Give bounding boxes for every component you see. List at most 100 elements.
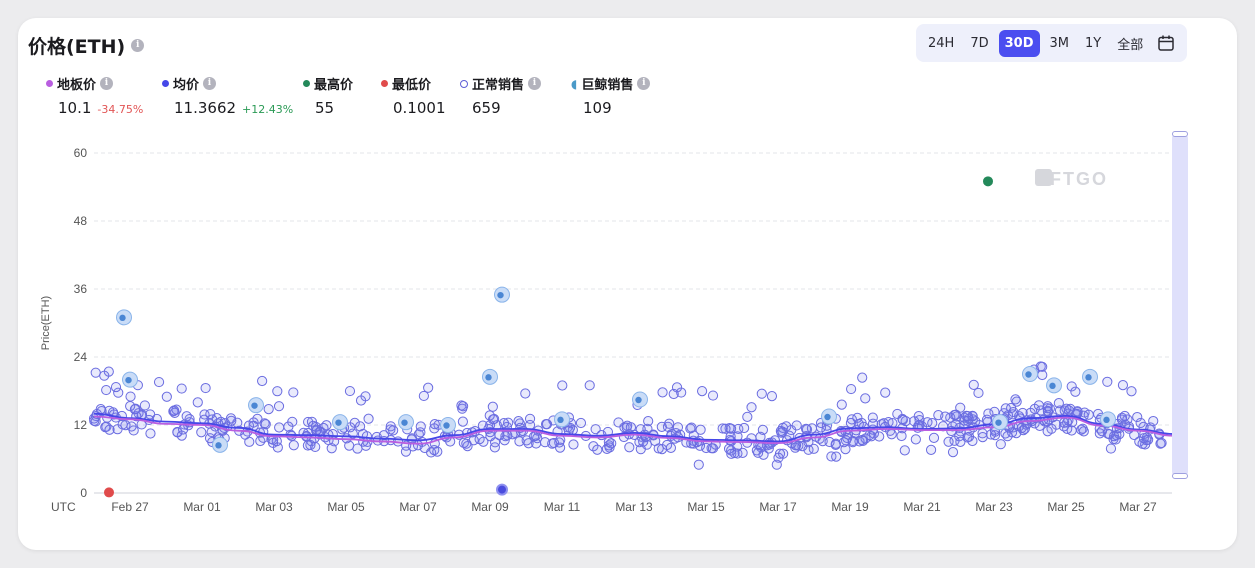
normal-sale-point	[950, 409, 961, 420]
normal-sale-point	[1058, 421, 1069, 432]
normal-sale-point	[860, 393, 871, 404]
normal-sale-point	[360, 391, 371, 402]
normal-sale-point	[257, 375, 268, 387]
zoom-handle-bottom[interactable]	[1172, 473, 1188, 479]
whale-icon	[251, 402, 258, 409]
normal-sale-point	[205, 408, 216, 420]
calendar-icon[interactable]	[1157, 34, 1175, 52]
normal-sale-point	[1070, 386, 1081, 397]
whale-icon	[485, 374, 492, 381]
normal-sale-point	[773, 452, 784, 463]
normal-sale-point	[592, 444, 603, 455]
normal-sale-point	[1059, 417, 1070, 428]
normal-sale-point	[846, 383, 857, 395]
range-3m[interactable]: 3M	[1049, 35, 1070, 51]
zoom-scrollbar[interactable]	[1172, 131, 1188, 479]
x-axis-prefix: UTC	[51, 500, 76, 514]
x-tick-label: Feb 27	[111, 500, 149, 514]
normal-sale-point	[800, 423, 812, 434]
normal-sale-point	[766, 391, 778, 402]
normal-sale-point	[344, 385, 356, 397]
normal-sale-point	[685, 423, 696, 434]
info-icon[interactable]: i	[528, 77, 542, 90]
x-tick-label: Mar 25	[1047, 500, 1085, 514]
range-all[interactable]: 全部	[1117, 37, 1144, 53]
normal-sale-point	[954, 431, 965, 442]
normal-sale-point	[824, 436, 835, 448]
normal-sale-point	[668, 388, 679, 400]
normal-sale-point	[846, 414, 857, 425]
normal-sale-point	[1156, 437, 1167, 449]
normal-sale-point	[790, 442, 801, 453]
normal-sale-point	[857, 434, 868, 446]
normal-sale-point	[1065, 403, 1076, 414]
normal-sale-point	[1000, 428, 1011, 439]
low-sale-point	[496, 483, 508, 496]
avg-change: +12.43%	[242, 103, 294, 116]
normal-sale-point	[432, 446, 443, 457]
normal-sale-point	[1078, 426, 1089, 437]
x-tick-label: Mar 13	[615, 500, 653, 514]
normal-sale-point	[429, 423, 440, 434]
zoom-handle-top[interactable]	[1172, 131, 1188, 137]
min-label: 最低价	[392, 78, 432, 93]
normal-sale-point	[575, 417, 587, 429]
range-24h[interactable]: 24H	[928, 35, 955, 51]
info-icon[interactable]: i	[100, 77, 114, 90]
normal-sale-point	[962, 411, 973, 422]
normal-sale-point	[176, 383, 187, 394]
normal-value: 659	[472, 99, 501, 117]
info-icon[interactable]: i	[131, 39, 145, 52]
range-1y[interactable]: 1Y	[1085, 35, 1102, 51]
normal-sale-point	[458, 401, 469, 412]
normal-sale-point	[925, 444, 937, 455]
x-tick-label: Mar 27	[1119, 500, 1157, 514]
normal-sale-point	[909, 416, 920, 427]
normal-sale-point	[726, 445, 737, 456]
chart-title-text: 价格(ETH)	[28, 36, 126, 58]
nftgo-logo-icon	[1035, 169, 1052, 186]
normal-sale-point	[169, 405, 180, 416]
normal-sale-point	[746, 402, 757, 413]
normal-sale-point	[1042, 401, 1053, 412]
whale-icon	[401, 419, 408, 426]
normal-sale-point	[1119, 410, 1130, 422]
normal-sale-point	[260, 419, 271, 430]
normal-sale-point	[314, 426, 325, 438]
floor-dot-icon	[46, 80, 53, 87]
normal-sale-point	[555, 442, 566, 453]
normal-sale-point	[568, 439, 579, 450]
normal-sale-point	[1110, 434, 1121, 445]
normal-sale-point	[665, 442, 676, 454]
normal-sale-point	[458, 437, 469, 448]
normal-sale-point	[520, 388, 531, 399]
normal-sale-point	[940, 411, 951, 422]
normal-sale-point	[139, 400, 150, 411]
normal-sale-point	[989, 430, 1001, 441]
range-7d[interactable]: 7D	[970, 35, 989, 51]
whale-label: 巨鲸销售	[581, 78, 634, 93]
info-icon[interactable]: i	[637, 77, 651, 90]
range-30d[interactable]: 30D	[998, 29, 1040, 57]
time-range-selector: 24H 7D 30D 3M 1Y 全部	[916, 24, 1187, 62]
whale-icon: ◖	[571, 76, 578, 91]
info-icon[interactable]: i	[203, 77, 217, 90]
normal-sale-point	[352, 443, 363, 454]
normal-sale-point	[706, 443, 717, 454]
x-tick-label: Mar 05	[327, 500, 365, 514]
normal-sale-point	[153, 376, 165, 388]
normal-sale-point	[494, 430, 505, 441]
x-tick-label: Mar 11	[544, 500, 581, 514]
price-chart-card	[18, 18, 1237, 550]
whale-icon	[557, 416, 564, 424]
x-tick-label: Mar 19	[831, 500, 869, 514]
normal-sale-point	[110, 381, 122, 393]
normal-sale-point	[624, 442, 635, 453]
stat-max: 最高价 55	[303, 74, 353, 117]
x-tick-label: Mar 17	[759, 500, 797, 514]
normal-sale-point	[112, 424, 123, 435]
normal-sale-point	[732, 448, 743, 459]
stat-avg: 均价 i 11.3662 +12.43%	[162, 74, 293, 117]
watermark: NFTGO	[1035, 169, 1108, 189]
